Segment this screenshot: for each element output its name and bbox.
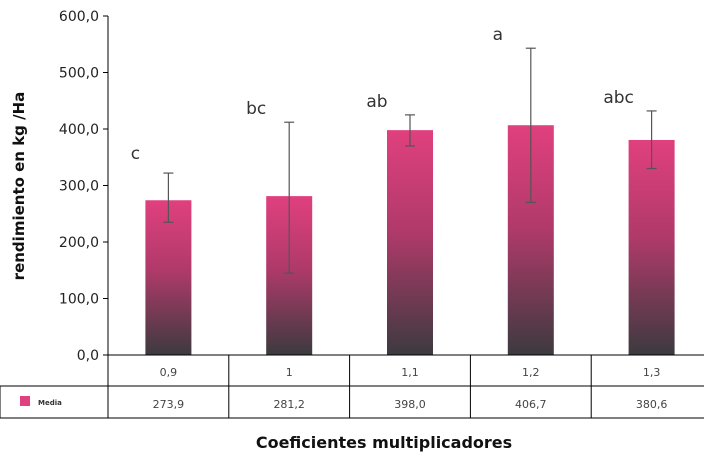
- bar: [628, 139, 675, 355]
- y-tick-label: 100,0: [59, 292, 99, 308]
- category-label: 1: [286, 366, 293, 379]
- legend-label: Media: [38, 399, 62, 407]
- data-value-label: 380,6: [636, 398, 668, 411]
- data-value-label: 281,2: [273, 398, 305, 411]
- y-tick-label: 600,0: [59, 9, 99, 25]
- data-value-label: 398,0: [394, 398, 426, 411]
- category-label: 1,1: [401, 366, 419, 379]
- data-value-label: 406,7: [515, 398, 547, 411]
- category-label: 0,9: [160, 366, 178, 379]
- significance-letter: a: [493, 25, 503, 45]
- category-label: 1,2: [522, 366, 540, 379]
- y-tick-label: 500,0: [59, 66, 99, 82]
- x-axis-label: Coeficientes multiplicadores: [256, 433, 512, 452]
- significance-letter: c: [131, 144, 140, 164]
- bar: [145, 200, 192, 355]
- bar: [387, 130, 433, 355]
- significance-letter: ab: [366, 92, 387, 112]
- category-label: 1,3: [643, 366, 661, 379]
- data-value-label: 273,9: [153, 398, 185, 411]
- significance-letter: abc: [603, 88, 634, 108]
- legend-swatch: [20, 396, 30, 406]
- y-tick-label: 200,0: [59, 235, 99, 251]
- y-tick-label: 400,0: [59, 122, 99, 138]
- y-axis-label: rendimiento en kg /Ha: [10, 92, 28, 281]
- y-tick-label: 300,0: [59, 179, 99, 195]
- significance-letter: bc: [246, 99, 266, 119]
- y-tick-label: 0,0: [77, 348, 99, 364]
